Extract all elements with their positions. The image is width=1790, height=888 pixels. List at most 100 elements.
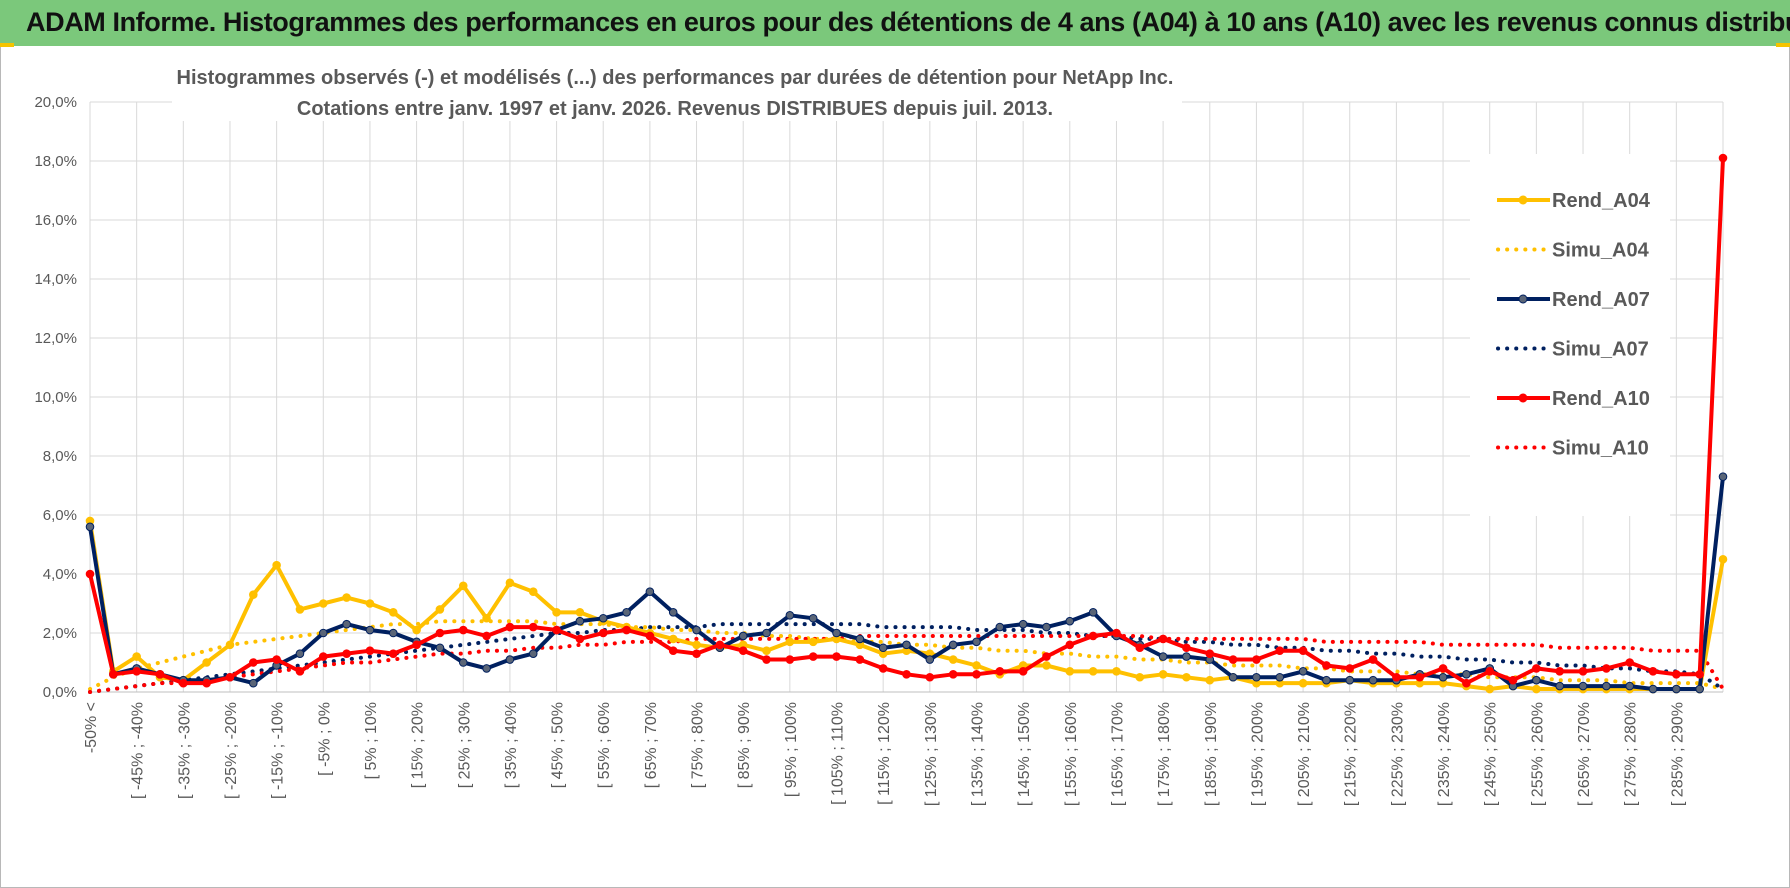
x-tick-label: [ 135% ; 140% [969,702,986,806]
data-point [1088,667,1098,676]
x-tick-label: [ 155% ; 160% [1063,702,1080,806]
legend-item-Rend_A07: Rend_A07 [1497,289,1650,311]
data-point [995,667,1005,676]
data-point [878,664,888,673]
data-point [342,619,351,629]
data-point [132,652,141,661]
data-point [715,640,725,650]
data-point [388,649,398,658]
data-point [878,643,888,653]
x-tick-label: [ 185% ; 190% [1203,702,1220,806]
x-axis: -50% < [ -45% ; -40% [ -35% ; -30% [ -25% ;… [83,702,1686,806]
y-tick-label: 0,0% [43,684,77,701]
data-point [482,664,491,673]
data-point [832,628,841,638]
data-point [1088,608,1098,617]
data-point [552,625,561,635]
data-point [902,670,911,679]
histogram-chart: 0,0% 2,0% 4,0% 6,0% 8,0% 10,0% 12,0% 14,0% 16,0%… [34,57,1728,806]
series-layer [85,153,1728,694]
data-point [1532,675,1541,685]
data-point [528,587,538,597]
data-point [132,667,141,676]
data-point [225,672,235,682]
data-point [1182,652,1191,661]
data-point [1415,672,1425,682]
data-point [808,613,818,623]
data-point [318,599,328,608]
data-point [295,605,305,614]
y-tick-label: 4,0% [43,566,77,583]
data-point [482,613,491,623]
x-tick-label: [ 85% ; 90% [736,702,753,788]
data-point [575,634,585,644]
y-tick-label: 18,0% [34,153,77,170]
data-point [505,578,515,588]
data-point [1042,652,1051,661]
data-point [1578,667,1588,676]
data-point [925,655,935,664]
data-point [225,640,235,650]
y-tick-label: 14,0% [34,271,77,288]
chart-title-line-2: Cotations entre janv. 1997 et janv. 2026… [297,98,1053,120]
y-tick-label: 10,0% [34,389,77,406]
data-point [342,649,351,658]
data-point [1322,661,1331,670]
data-point [808,637,818,647]
data-point [1695,670,1704,679]
data-point [505,622,515,632]
data-point [1298,678,1308,688]
data-point [85,522,95,532]
data-point [318,652,328,661]
data-point [1532,664,1541,673]
x-tick-label: [ -35% ; -30% [176,702,193,799]
data-point [762,646,771,656]
data-point [435,605,445,614]
y-axis: 0,0% 2,0% 4,0% 6,0% 8,0% 10,0% 12,0% 14,0% 16,0%… [34,94,77,701]
data-point [1555,667,1564,676]
data-point [1345,664,1355,673]
data-point [925,672,935,682]
data-point [85,569,95,579]
data-point [972,637,981,647]
data-point [1718,554,1728,564]
data-point [1648,684,1658,694]
x-tick-label: [ 105% ; 110% [830,702,847,805]
data-point [1718,153,1728,163]
x-tick-label: [ 175% ; 180% [1156,702,1173,806]
data-point [948,670,958,679]
y-tick-label: 16,0% [34,212,77,229]
data-point [1532,684,1541,694]
data-point [1648,667,1658,676]
legend-label: Rend_A10 [1552,388,1650,410]
data-point [808,652,818,661]
legend-item-Simu_A04: Simu_A04 [1496,240,1650,262]
data-point [575,608,585,617]
x-tick-label: [ 65% ; 70% [643,702,660,788]
series-Simu_A07 [88,622,1725,694]
y-tick-label: 6,0% [43,507,77,524]
legend-label: Rend_A07 [1552,289,1650,311]
report-banner: ADAM Informe. Histogrammes des performan… [0,0,1790,46]
data-point [1462,670,1471,679]
series-Simu_A10 [88,634,1725,694]
data-point [785,611,795,620]
data-point [435,628,445,638]
x-tick-label: [ 45% ; 50% [550,702,567,788]
data-point [1158,634,1168,644]
x-tick-label: [ 285% ; 290% [1669,702,1686,806]
data-point [575,616,585,626]
y-tick-label: 8,0% [43,448,77,465]
x-tick-label: [ 15% ; 20% [410,702,427,788]
data-point [668,646,678,656]
data-point [1205,675,1215,685]
data-point [1345,675,1355,685]
data-point [1065,640,1075,650]
data-point [645,587,655,597]
x-tick-label: [ 35% ; 40% [503,702,520,788]
data-point [1602,664,1611,673]
data-point [388,628,398,638]
legend-label: Simu_A10 [1552,438,1649,460]
x-tick-label: [ 265% ; 270% [1576,702,1593,806]
data-point [1018,619,1028,629]
